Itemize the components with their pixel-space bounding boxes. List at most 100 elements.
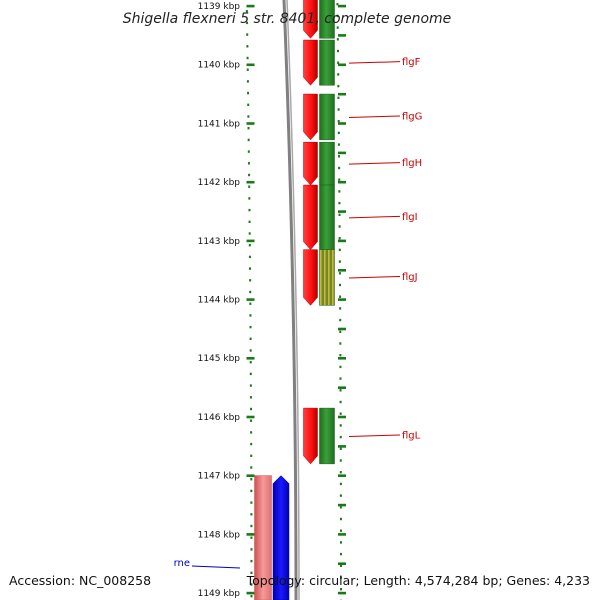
scale-minor-tick bbox=[250, 466, 253, 469]
scale-minor-tick bbox=[250, 407, 253, 411]
outer-minor-tick bbox=[339, 576, 342, 579]
gene-label-flgH: flgH bbox=[402, 158, 422, 169]
scale-minor-tick bbox=[248, 232, 251, 235]
cds-arrow-flgH-3 bbox=[303, 141, 318, 186]
scale-tick-label: 1139 kbp bbox=[198, 2, 241, 12]
outer-minor-tick bbox=[339, 377, 342, 380]
scale-minor-tick bbox=[246, 80, 249, 83]
scale-minor-tick bbox=[248, 173, 251, 177]
scale-tick-label: 1149 kbp bbox=[198, 589, 241, 599]
cds-arrow-flgJ-5 bbox=[303, 249, 318, 306]
outer-minor-tick bbox=[339, 330, 342, 333]
scale-minor-tick bbox=[246, 56, 249, 60]
scale-minor-tick bbox=[249, 349, 252, 352]
scale-minor-tick bbox=[248, 197, 251, 200]
outer-major-tick bbox=[338, 269, 346, 272]
kbp-scale: 1139 kbp 1140 kbp 1141 kbp 1142 kbp 1143 kbp… bbox=[198, 2, 255, 599]
scale-minor-tick bbox=[250, 489, 253, 493]
outer-minor-tick bbox=[338, 237, 341, 240]
outer-minor-tick bbox=[338, 225, 341, 228]
outer-minor-tick bbox=[338, 248, 341, 252]
outer-minor-tick bbox=[337, 84, 340, 88]
outer-major-tick bbox=[338, 357, 346, 360]
scale-minor-tick bbox=[246, 45, 249, 48]
outer-minor-tick bbox=[339, 412, 342, 415]
outer-minor-tick bbox=[339, 552, 342, 556]
gene-block-flgI-4 bbox=[319, 184, 335, 250]
outer-minor-tick bbox=[339, 435, 342, 439]
scale-tick-label: 1142 kbp bbox=[198, 178, 241, 188]
scale-minor-tick bbox=[249, 279, 252, 282]
outer-minor-tick bbox=[338, 155, 341, 158]
outer-minor-tick bbox=[339, 354, 342, 357]
scale-tick-label: 1147 kbp bbox=[198, 472, 241, 482]
outer-major-tick bbox=[338, 298, 346, 301]
scale-major-tick bbox=[246, 415, 255, 419]
scale-minor-tick bbox=[250, 478, 253, 481]
scale-minor-tick bbox=[245, 10, 248, 13]
scale-minor-tick bbox=[250, 595, 253, 598]
backbone-inner-line bbox=[286, 0, 300, 600]
gene-block-flgF-1 bbox=[319, 39, 335, 86]
outer-major-tick bbox=[338, 327, 346, 331]
outer-minor-tick bbox=[339, 588, 342, 591]
gene-block-rne-7 bbox=[272, 475, 290, 600]
outer-minor-tick bbox=[336, 38, 339, 41]
scale-minor-tick bbox=[250, 442, 253, 446]
outer-minor-tick bbox=[339, 295, 342, 298]
scale-minor-tick bbox=[249, 361, 252, 364]
outer-minor-tick bbox=[338, 201, 341, 205]
outer-minor-tick bbox=[339, 517, 342, 521]
outer-minor-tick bbox=[339, 541, 342, 544]
scale-minor-tick bbox=[248, 244, 251, 247]
gene-label-rne: rne bbox=[174, 558, 190, 569]
scale-minor-tick bbox=[250, 431, 253, 434]
scale-tick-label: 1146 kbp bbox=[198, 413, 241, 423]
scale-tick-label: 1148 kbp bbox=[198, 530, 241, 540]
scale-major-tick bbox=[246, 533, 255, 536]
cds-arrow-flgG-2 bbox=[303, 93, 318, 141]
outer-major-tick bbox=[338, 503, 346, 507]
scale-minor-tick bbox=[249, 267, 252, 270]
scale-minor-tick bbox=[249, 325, 252, 329]
gene-labels: flgF flgG flgH flgI flgJ flgL rne bbox=[174, 57, 423, 569]
outer-minor-tick bbox=[338, 190, 341, 193]
scale-minor-tick bbox=[247, 150, 250, 153]
label-leader-flgG bbox=[348, 115, 401, 118]
outer-minor-tick bbox=[337, 120, 340, 123]
scale-minor-tick bbox=[247, 115, 250, 118]
outer-minor-tick bbox=[339, 471, 342, 474]
scale-minor-tick bbox=[249, 337, 252, 340]
outer-major-tick bbox=[338, 122, 346, 125]
outer-minor-tick bbox=[338, 166, 341, 170]
outer-minor-tick bbox=[339, 506, 342, 509]
scale-minor-tick bbox=[247, 138, 250, 142]
scale-minor-tick bbox=[249, 314, 252, 317]
scale-minor-tick bbox=[250, 454, 253, 457]
outer-major-tick bbox=[338, 415, 346, 419]
scale-major-tick bbox=[246, 591, 255, 595]
outer-minor-tick bbox=[339, 447, 342, 450]
cds-arrow-flgF-1 bbox=[303, 39, 318, 86]
scale-minor-tick bbox=[250, 536, 253, 539]
outer-minor-tick bbox=[338, 178, 341, 181]
outer-minor-tick bbox=[337, 131, 340, 135]
outer-minor-tick bbox=[339, 564, 342, 567]
gene-block-flgJ-5 bbox=[319, 249, 335, 306]
outer-minor-tick bbox=[339, 318, 342, 322]
outer-minor-tick bbox=[339, 365, 342, 369]
outer-major-tick bbox=[338, 4, 346, 8]
outer-minor-tick bbox=[339, 342, 342, 345]
scale-minor-tick bbox=[249, 372, 252, 376]
outer-major-tick bbox=[338, 34, 346, 37]
outer-minor-tick bbox=[336, 49, 339, 53]
outer-minor-tick bbox=[337, 61, 340, 64]
scale-minor-tick bbox=[250, 583, 253, 586]
scale-tick-label: 1140 kbp bbox=[198, 61, 241, 71]
scale-minor-tick bbox=[250, 513, 253, 516]
gene-label-flgL: flgL bbox=[402, 430, 421, 441]
outer-minor-tick bbox=[337, 143, 340, 146]
outer-minor-tick bbox=[337, 96, 340, 99]
label-leader-flgL bbox=[348, 434, 401, 437]
